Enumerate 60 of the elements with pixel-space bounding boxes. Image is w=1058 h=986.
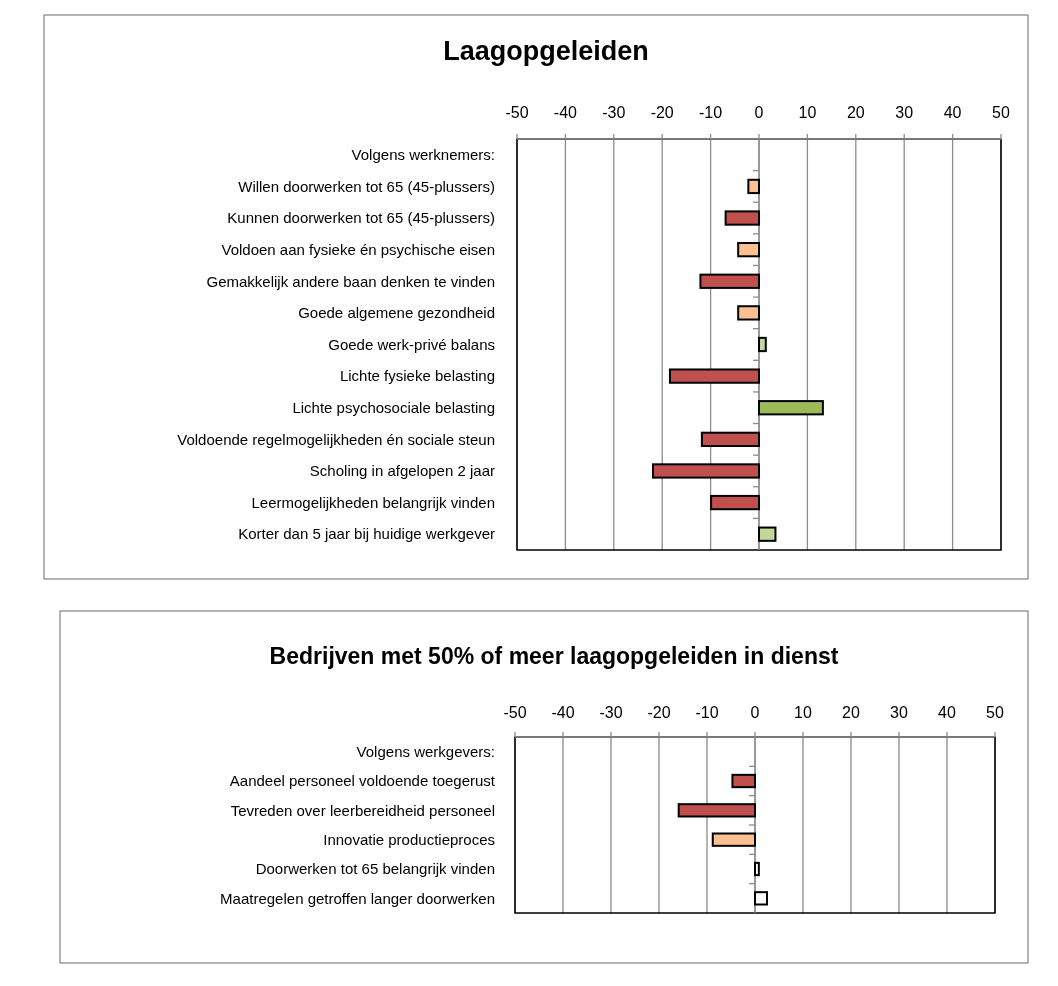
bar [758, 400, 824, 416]
x-tick-label: 30 [890, 704, 908, 721]
y-tick-label: Tevreden over leerbereidheid personeel [230, 801, 495, 819]
y-tick-label: Kunnen doorwerken tot 65 (45-plussers) [227, 209, 495, 227]
bar [758, 526, 777, 542]
x-tick-label: -30 [599, 704, 623, 721]
bar [754, 891, 768, 906]
chart-title: Laagopgeleiden [443, 36, 649, 66]
y-tick-label: Innovatie productieproces [323, 830, 495, 848]
x-tick-label: -30 [602, 104, 626, 121]
x-tick-label: 50 [992, 104, 1010, 121]
y-tick-label: Doorwerken tot 65 belangrijk vinden [255, 860, 495, 878]
bar [668, 368, 760, 384]
bar [677, 803, 756, 818]
x-tick-label: -40 [553, 104, 578, 121]
x-tick-label: 20 [842, 704, 860, 721]
bar [724, 210, 760, 226]
y-tick-label: Gemakkelijk andere baan denken te vinden [206, 272, 495, 290]
bar [754, 861, 760, 877]
y-tick-label: Maatregelen getroffen langer doorwerken [220, 889, 495, 907]
x-tick-label: 20 [846, 104, 865, 121]
x-tick-label: -20 [647, 704, 671, 721]
bar [737, 305, 760, 321]
bar [731, 773, 756, 789]
y-tick-label: Lichte fysieke belasting [339, 367, 495, 385]
chart-title: Bedrijven met 50% of meer laagopgeleiden in dienst [269, 643, 839, 669]
y-tick-label: Leermogelijkheden belangrijk vinden [251, 493, 495, 511]
y-tick-label: Scholing in afgelopen 2 jaar [309, 462, 495, 480]
bar [747, 178, 760, 195]
x-tick-label: -20 [650, 104, 674, 121]
bar [711, 832, 756, 847]
x-tick-label: -50 [505, 104, 529, 121]
y-tick-label: Voldoen aan fysieke én psychische eisen [221, 240, 495, 258]
bar [652, 463, 760, 479]
x-tick-label: 10 [794, 704, 812, 721]
x-tick-label: 50 [986, 704, 1004, 721]
y-tick-label: Goede werk-privé balans [328, 335, 495, 353]
y-axis-title: Volgens werknemers: [351, 146, 495, 164]
bar [737, 242, 760, 258]
bar [710, 494, 760, 511]
x-tick-label: 40 [938, 704, 956, 721]
bar [699, 273, 760, 289]
y-tick-label: Goede algemene gezondheid [298, 304, 495, 322]
y-tick-label: Willen doorwerken tot 65 (45-plussers) [238, 177, 495, 195]
y-tick-label: Aandeel personeel voldoende toegerust [229, 772, 496, 790]
x-tick-label: 30 [895, 104, 914, 121]
bar [700, 431, 760, 447]
x-tick-label: 0 [754, 104, 764, 121]
y-axis-title: Volgens werkgevers: [356, 742, 495, 760]
x-tick-label: -10 [699, 104, 723, 121]
x-tick-label: -10 [695, 704, 719, 721]
x-tick-label: 0 [750, 704, 760, 721]
x-tick-label: -50 [503, 704, 527, 721]
y-tick-label: Lichte psychosociale belasting [292, 398, 495, 416]
y-tick-label: Korter dan 5 jaar bij huidige werkgever [238, 525, 495, 543]
x-tick-label: 40 [943, 104, 962, 121]
x-tick-label: 10 [798, 104, 817, 121]
x-tick-label: -40 [551, 704, 575, 721]
y-tick-label: Voldoende regelmogelijkheden én sociale steun [177, 430, 495, 448]
bar [758, 336, 767, 353]
